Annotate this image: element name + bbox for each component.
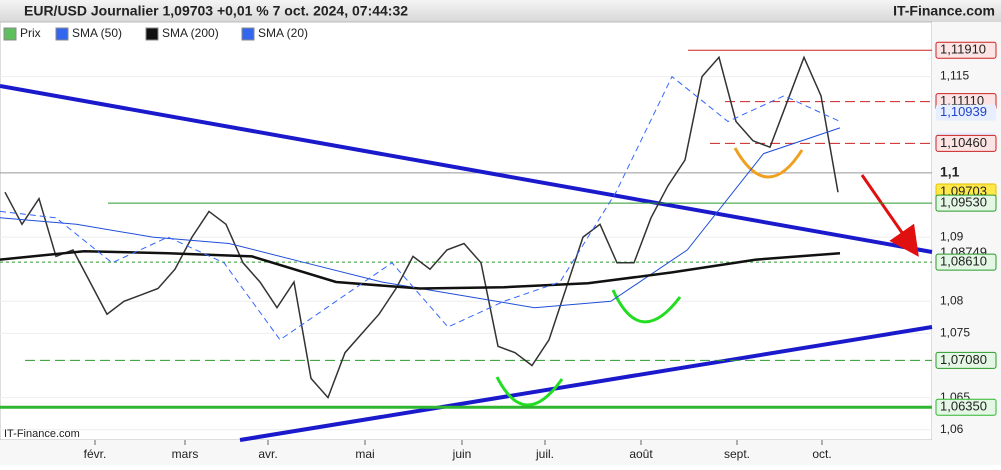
- y-tick-label: 1,06: [940, 422, 964, 436]
- legend-label: SMA (200): [162, 26, 219, 40]
- level-label: 1,06350: [940, 399, 987, 414]
- x-tick-label: oct.: [812, 447, 831, 461]
- x-tick-label: mars: [172, 447, 199, 461]
- level-label: 1,10939: [940, 104, 987, 119]
- plot-area: [0, 21, 933, 441]
- level-box: [935, 41, 997, 59]
- pattern-curve: [611, 289, 682, 324]
- series-line: [4, 55, 839, 400]
- x-axis-area: [0, 440, 932, 465]
- x-tick-label: févr.: [84, 447, 107, 461]
- y-tick-label: 1,09: [940, 229, 964, 243]
- x-tick-label: août: [629, 447, 653, 461]
- arrow: [860, 174, 919, 257]
- watermark: IT-Finance.com: [4, 428, 80, 440]
- level-label: 1,10460: [940, 135, 987, 150]
- header-bar: [0, 0, 1001, 22]
- pattern-curve: [733, 147, 804, 179]
- legend-swatch: [55, 27, 69, 41]
- legend-label: SMA (50): [72, 26, 122, 40]
- legend-label: Prix: [20, 26, 41, 40]
- y-tick-label: 1,08: [940, 293, 964, 307]
- y-tick-label: 1,075: [940, 326, 970, 340]
- chart-title: EUR/USD Journalier 1,09703 +0,01 % 7 oct…: [24, 3, 408, 19]
- level-box: [935, 398, 997, 416]
- level-box: [935, 351, 997, 369]
- trend-line: [239, 325, 933, 442]
- level-box: [935, 253, 997, 271]
- legend-swatch: [3, 27, 17, 41]
- level-label: 1,11910: [940, 42, 986, 57]
- x-tick-label: juil.: [535, 447, 554, 461]
- x-tick-label: juin: [452, 447, 472, 461]
- y-tick-label: 1,115: [940, 69, 969, 83]
- legend-swatch: [241, 27, 255, 41]
- level-label: 1,07080: [940, 352, 987, 367]
- series-line: [0, 249, 841, 290]
- x-tick-label: mai: [355, 447, 374, 461]
- source: IT-Finance.com: [893, 3, 995, 19]
- legend-label: SMA (20): [258, 26, 308, 40]
- series-line: [0, 75, 841, 341]
- legend-swatch: [145, 27, 159, 41]
- level-box: [935, 194, 997, 212]
- level-box: [936, 104, 996, 121]
- x-tick-label: avr.: [258, 447, 277, 461]
- pattern-curve: [495, 376, 564, 407]
- trend-line: [0, 84, 933, 254]
- level-label: 1,08610: [940, 254, 987, 269]
- level-box: [935, 134, 997, 152]
- x-tick-label: sept.: [724, 447, 750, 461]
- level-label: 1,11110: [940, 93, 984, 108]
- level-label: 1,09530: [940, 195, 987, 210]
- y-tick-label: 1,1: [940, 164, 960, 180]
